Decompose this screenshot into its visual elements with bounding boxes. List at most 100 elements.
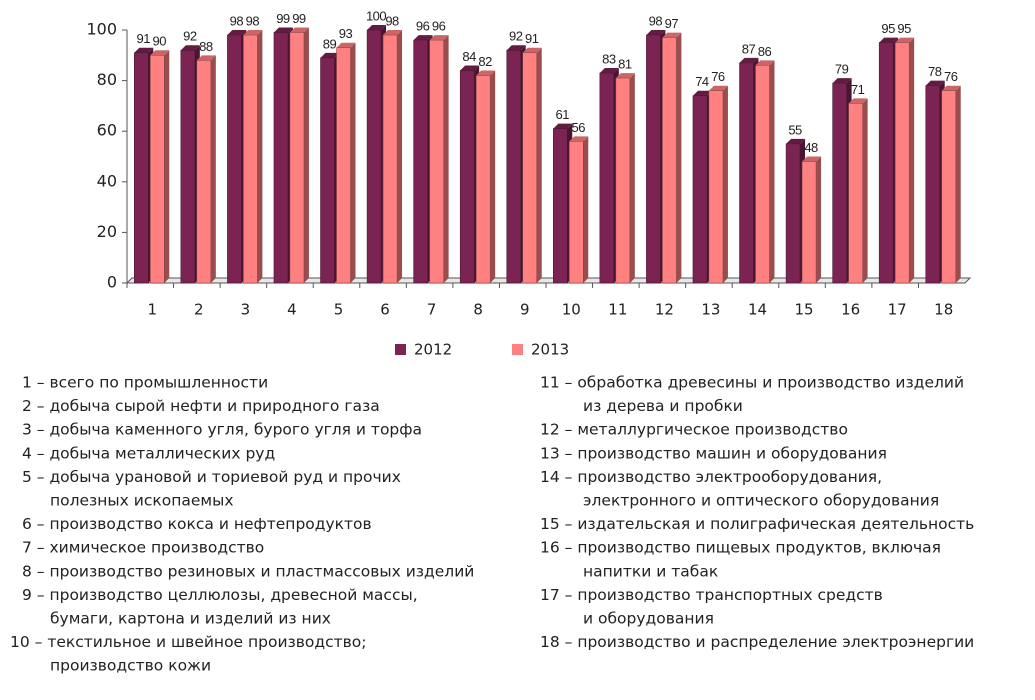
y-tick-label: 20 bbox=[97, 222, 117, 241]
bar-side bbox=[210, 55, 216, 283]
note: 5 – добыча урановой и ториевой руд и про… bbox=[22, 468, 401, 486]
note: 7 – химическое производство bbox=[22, 539, 264, 557]
data-label: 88 bbox=[199, 39, 213, 54]
bar-top bbox=[646, 30, 666, 36]
data-label: 96 bbox=[432, 19, 446, 34]
bar-top bbox=[895, 37, 915, 43]
x-tick-label: 2 bbox=[194, 301, 204, 319]
bar-side bbox=[955, 85, 961, 283]
note: полезных ископаемых bbox=[50, 492, 234, 510]
data-label: 98 bbox=[385, 13, 399, 28]
bar bbox=[134, 52, 149, 284]
bar bbox=[894, 42, 910, 284]
bar-top bbox=[383, 30, 403, 36]
bar-top bbox=[273, 27, 293, 33]
bar-side bbox=[676, 32, 682, 284]
bar bbox=[692, 95, 708, 284]
note: напитки и табак bbox=[583, 562, 718, 580]
legend-swatch bbox=[395, 344, 406, 355]
bar bbox=[413, 39, 428, 284]
data-label: 99 bbox=[292, 11, 306, 26]
bar-top bbox=[289, 27, 309, 33]
bar-top bbox=[832, 78, 852, 84]
data-label: 91 bbox=[137, 31, 151, 46]
note: 4 – добыча металлических руд bbox=[22, 444, 275, 462]
bar bbox=[336, 47, 351, 284]
note: 8 – производство резиновых и пластмассов… bbox=[22, 562, 474, 580]
data-label: 84 bbox=[462, 49, 476, 64]
bar-top bbox=[413, 35, 433, 41]
bar-top bbox=[941, 85, 961, 91]
x-tick-label: 14 bbox=[748, 301, 767, 319]
note: бумаги, картона и изделий из них bbox=[50, 610, 331, 628]
y-tick-label: 60 bbox=[97, 121, 117, 140]
note: из дерева и пробки bbox=[583, 397, 743, 415]
data-label: 78 bbox=[928, 64, 942, 79]
bar-side bbox=[303, 27, 309, 284]
bar-top bbox=[569, 136, 589, 142]
data-label: 93 bbox=[339, 26, 353, 41]
bar-side bbox=[583, 136, 589, 283]
bar bbox=[289, 32, 305, 284]
bar-top bbox=[739, 57, 759, 63]
bar bbox=[832, 82, 847, 284]
data-label: 99 bbox=[276, 11, 290, 26]
bar-top bbox=[925, 80, 945, 86]
x-tick-label: 13 bbox=[701, 301, 720, 319]
bar bbox=[366, 29, 382, 284]
bar bbox=[506, 49, 521, 284]
bar-top bbox=[429, 35, 449, 41]
bar-top bbox=[227, 30, 247, 36]
bar bbox=[785, 143, 801, 284]
x-tick-label: 8 bbox=[473, 301, 483, 319]
x-tick-label: 6 bbox=[380, 301, 390, 319]
data-label: 96 bbox=[416, 19, 430, 34]
data-label: 55 bbox=[788, 122, 802, 137]
bar bbox=[878, 42, 894, 284]
y-tick-label: 80 bbox=[97, 70, 117, 89]
note: 18 – производство и распределение электр… bbox=[540, 633, 974, 651]
data-label: 87 bbox=[742, 41, 756, 56]
data-label: 92 bbox=[183, 29, 197, 44]
data-label: 98 bbox=[649, 13, 663, 28]
bar bbox=[273, 32, 289, 284]
data-label: 83 bbox=[602, 51, 616, 66]
bar-top bbox=[786, 138, 806, 144]
x-tick-label: 17 bbox=[888, 301, 907, 319]
data-label: 81 bbox=[618, 57, 632, 72]
note: 1 – всего по промышленности bbox=[22, 374, 268, 392]
bar-side bbox=[350, 42, 356, 284]
data-label: 79 bbox=[835, 62, 849, 77]
bar bbox=[180, 49, 196, 284]
note: производство кожи bbox=[50, 657, 211, 675]
data-label: 98 bbox=[246, 13, 260, 28]
legend-label: 2013 bbox=[531, 341, 569, 359]
x-tick-label: 1 bbox=[148, 301, 158, 319]
note: 10 – текстильное и швейное производство; bbox=[10, 633, 367, 651]
data-label: 56 bbox=[572, 120, 586, 135]
bar-side bbox=[443, 35, 449, 284]
bar bbox=[801, 161, 817, 284]
bar-top bbox=[243, 30, 263, 36]
data-label: 89 bbox=[323, 36, 337, 51]
bar-top bbox=[755, 60, 775, 66]
note: 6 – производство кокса и нефтепродуктов bbox=[22, 515, 372, 533]
bar-side bbox=[816, 156, 822, 283]
bar bbox=[599, 72, 615, 284]
bar-top bbox=[662, 32, 682, 38]
note: электронного и оптического оборудования bbox=[583, 492, 939, 510]
bar-side bbox=[862, 98, 868, 284]
bar-top bbox=[879, 37, 899, 43]
x-tick-label: 11 bbox=[608, 301, 627, 319]
bar-top bbox=[615, 73, 635, 79]
x-tick-label: 9 bbox=[520, 301, 530, 319]
data-label: 86 bbox=[758, 44, 772, 59]
bar bbox=[646, 34, 661, 284]
legend-swatch bbox=[512, 344, 523, 355]
bar-side bbox=[490, 70, 496, 283]
bar-side bbox=[257, 30, 263, 284]
data-label: 98 bbox=[230, 13, 244, 28]
bar-top bbox=[196, 55, 216, 61]
note: 3 – добыча каменного угля, бурого угля и… bbox=[22, 421, 422, 439]
